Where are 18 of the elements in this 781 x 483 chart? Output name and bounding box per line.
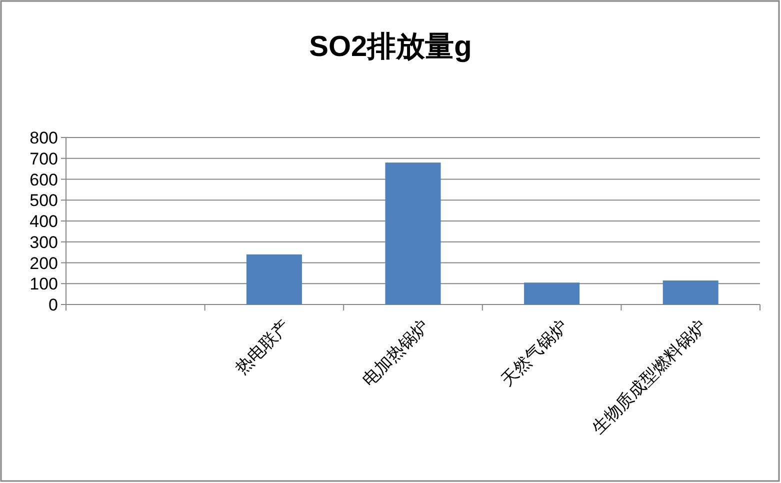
y-tick-label: 300: [30, 232, 58, 252]
y-tick-label: 0: [48, 296, 58, 314]
x-tick-label: 生物质成型燃料锅炉: [588, 316, 710, 438]
chart-title: SO2排放量g: [309, 31, 472, 63]
x-tick-label: 天然气锅炉: [498, 316, 572, 390]
y-tick-label: 500: [30, 191, 58, 210]
bar: [662, 280, 718, 304]
y-tick-label: 700: [30, 149, 58, 168]
x-tick-label: 电加热锅炉: [358, 316, 432, 390]
bar: [246, 254, 302, 304]
y-tick-label: 800: [30, 128, 58, 148]
y-tick-label: 600: [30, 170, 58, 190]
bar: [385, 162, 441, 304]
y-tick-label: 100: [30, 274, 58, 294]
bar: [524, 282, 580, 304]
x-tick-label: 热电联产: [232, 316, 294, 378]
y-tick-label: 200: [30, 254, 58, 273]
y-tick-label: 400: [30, 212, 58, 231]
